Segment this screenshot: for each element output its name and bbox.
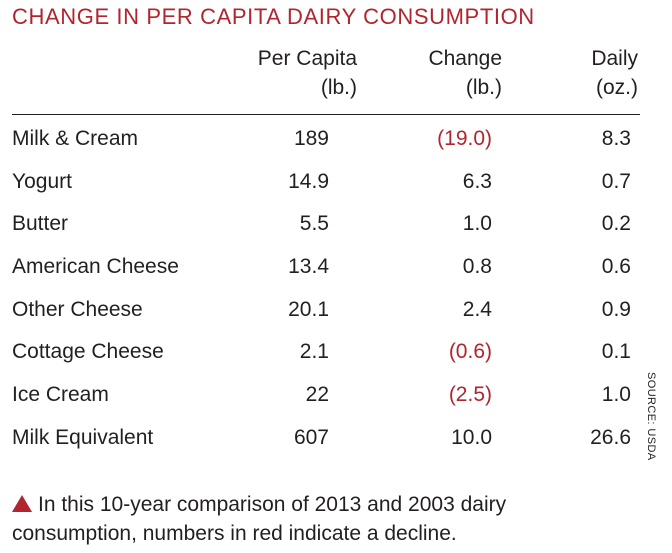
- daily-value: 26.6: [590, 425, 631, 449]
- footnote: In this 10-year comparison of 2013 and 2…: [12, 490, 572, 548]
- column-header-daily: Daily (oz.): [591, 44, 638, 102]
- table-row: Yogurt 14.9 6.3 0.7: [0, 161, 672, 204]
- row-label: Butter: [12, 212, 69, 236]
- change-value: 10.0: [451, 425, 492, 449]
- change-value: (0.6): [448, 340, 492, 364]
- per-capita-value: 5.5: [299, 212, 329, 236]
- header-divider: [12, 114, 640, 115]
- row-label: Milk Equivalent: [12, 425, 154, 449]
- daily-value: 1.0: [601, 383, 631, 407]
- row-label: Cottage Cheese: [12, 340, 164, 364]
- chart-title: CHANGE IN PER CAPITA DAIRY CONSUMPTION: [12, 4, 535, 29]
- column-header-change-unit: (lb.): [465, 76, 502, 99]
- column-header-per-capita-unit: (lb.): [320, 76, 357, 99]
- daily-value: 8.3: [601, 127, 631, 150]
- table-row: Cottage Cheese 2.1 (0.6) 0.1: [0, 331, 672, 374]
- column-header-change: Change (lb.): [428, 44, 502, 102]
- per-capita-value: 13.4: [288, 255, 329, 279]
- daily-value: 0.7: [601, 169, 631, 193]
- change-value: 2.4: [462, 297, 492, 321]
- footnote-text: In this 10-year comparison of 2013 and 2…: [12, 493, 507, 545]
- triangle-icon: [12, 495, 32, 512]
- table-row: Milk & Cream 189 (19.0) 8.3: [0, 118, 672, 161]
- change-value: (19.0): [437, 127, 492, 150]
- table-row: Ice Cream 22 (2.5) 1.0: [0, 374, 672, 417]
- column-header-per-capita: Per Capita (lb.): [258, 44, 357, 102]
- column-header-daily-unit: (oz.): [596, 76, 638, 99]
- change-value: (2.5): [448, 383, 492, 407]
- daily-value: 0.9: [601, 297, 631, 321]
- per-capita-value: 189: [293, 127, 329, 150]
- daily-value: 0.6: [601, 255, 631, 279]
- per-capita-value: 22: [305, 383, 329, 407]
- column-header-daily-label: Daily: [591, 47, 638, 70]
- per-capita-value: 607: [293, 425, 329, 449]
- change-value: 1.0: [462, 212, 492, 236]
- table-header: Per Capita (lb.) Change (lb.) Daily (oz.…: [0, 44, 672, 114]
- table-row: Other Cheese 20.1 2.4 0.9: [0, 289, 672, 332]
- row-label: Milk & Cream: [12, 127, 139, 150]
- table-body: Milk & Cream 189 (19.0) 8.3 Yogurt 14.9 6.3 0.7…: [0, 118, 672, 460]
- row-label: Yogurt: [12, 169, 72, 193]
- table-row: American Cheese 13.4 0.8 0.6: [0, 246, 672, 289]
- table-row: Butter 5.5 1.0 0.2: [0, 203, 672, 246]
- change-value: 0.8: [462, 255, 492, 279]
- row-label: American Cheese: [12, 255, 179, 279]
- per-capita-value: 2.1: [299, 340, 329, 364]
- daily-value: 0.1: [601, 340, 631, 364]
- column-header-change-label: Change: [428, 47, 502, 70]
- column-header-per-capita-label: Per Capita: [257, 47, 357, 70]
- per-capita-value: 20.1: [288, 297, 329, 321]
- per-capita-value: 14.9: [288, 169, 329, 193]
- table-row: Milk Equivalent 607 10.0 26.6: [0, 417, 672, 460]
- source-label: SOURCE: USDA: [645, 372, 657, 461]
- row-label: Other Cheese: [12, 297, 143, 321]
- row-label: Ice Cream: [12, 383, 109, 407]
- daily-value: 0.2: [601, 212, 631, 236]
- change-value: 6.3: [462, 169, 492, 193]
